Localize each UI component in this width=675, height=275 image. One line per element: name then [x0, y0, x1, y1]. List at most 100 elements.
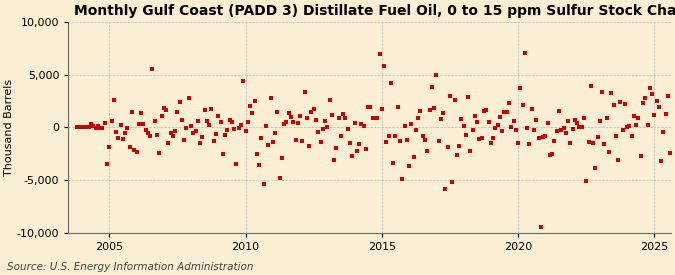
- Point: [424, 108, 435, 112]
- Point: [240, 129, 251, 133]
- Point: [169, 129, 180, 133]
- Point: [263, 142, 273, 147]
- Point: [645, 86, 655, 90]
- Point: [606, 90, 617, 95]
- Point: [372, 116, 383, 120]
- Point: [335, 134, 346, 138]
- Point: [413, 116, 424, 120]
- Point: [542, 121, 553, 125]
- Point: [222, 128, 233, 133]
- Point: [274, 176, 285, 180]
- Point: [324, 98, 335, 102]
- Point: [349, 121, 360, 125]
- Point: [197, 135, 208, 139]
- Point: [102, 161, 113, 166]
- Point: [510, 128, 521, 132]
- Point: [631, 123, 642, 127]
- Text: Source: U.S. Energy Information Administration: Source: U.S. Energy Information Administ…: [7, 262, 253, 272]
- Point: [540, 134, 551, 138]
- Point: [213, 114, 223, 118]
- Point: [626, 134, 637, 138]
- Point: [663, 94, 674, 99]
- Point: [234, 126, 244, 131]
- Point: [504, 100, 514, 105]
- Point: [483, 119, 494, 124]
- Point: [529, 128, 539, 132]
- Point: [624, 124, 634, 129]
- Point: [161, 108, 171, 112]
- Point: [124, 145, 135, 150]
- Point: [665, 151, 675, 156]
- Point: [633, 116, 644, 120]
- Point: [563, 119, 574, 123]
- Point: [270, 131, 281, 136]
- Point: [88, 123, 99, 128]
- Point: [429, 106, 439, 110]
- Point: [106, 119, 117, 123]
- Point: [76, 125, 87, 129]
- Point: [454, 144, 464, 148]
- Point: [347, 154, 358, 158]
- Point: [656, 158, 667, 163]
- Point: [470, 114, 481, 119]
- Point: [329, 158, 340, 162]
- Point: [615, 100, 626, 104]
- Point: [599, 142, 610, 147]
- Point: [449, 98, 460, 102]
- Point: [492, 123, 503, 127]
- Point: [431, 73, 441, 77]
- Point: [104, 144, 115, 149]
- Point: [86, 122, 97, 126]
- Point: [154, 151, 165, 155]
- Point: [422, 149, 433, 153]
- Point: [377, 107, 387, 111]
- Point: [84, 125, 95, 130]
- Point: [362, 104, 373, 109]
- Point: [387, 161, 398, 165]
- Point: [556, 128, 567, 133]
- Point: [574, 125, 585, 129]
- Point: [265, 96, 276, 100]
- Point: [122, 126, 133, 130]
- Point: [209, 138, 219, 143]
- Point: [354, 142, 364, 146]
- Point: [608, 103, 619, 107]
- Point: [442, 145, 453, 149]
- Point: [520, 50, 531, 55]
- Point: [299, 90, 310, 94]
- Point: [247, 111, 258, 115]
- Point: [433, 139, 444, 143]
- Point: [628, 113, 639, 118]
- Point: [660, 112, 671, 116]
- Point: [613, 158, 624, 162]
- Point: [585, 84, 596, 88]
- Point: [499, 109, 510, 114]
- Point: [142, 131, 153, 135]
- Text: Monthly Gulf Coast (PADD 3) Distillate Fuel Oil, 0 to 15 ppm Sulfur Stock Change: Monthly Gulf Coast (PADD 3) Distillate F…: [74, 4, 675, 18]
- Point: [238, 78, 248, 83]
- Point: [588, 141, 599, 145]
- Point: [447, 179, 458, 184]
- Point: [381, 140, 392, 144]
- Point: [452, 152, 462, 157]
- Point: [397, 177, 408, 181]
- Point: [95, 126, 105, 131]
- Point: [649, 113, 659, 117]
- Point: [488, 136, 499, 140]
- Point: [149, 119, 160, 123]
- Point: [508, 119, 519, 123]
- Point: [252, 152, 263, 156]
- Point: [390, 134, 401, 139]
- Point: [647, 92, 657, 96]
- Point: [256, 136, 267, 140]
- Point: [463, 95, 474, 100]
- Point: [395, 139, 406, 143]
- Point: [526, 107, 537, 111]
- Point: [167, 134, 178, 139]
- Point: [465, 148, 476, 153]
- Point: [352, 149, 362, 153]
- Point: [194, 141, 205, 145]
- Point: [358, 124, 369, 128]
- Point: [367, 116, 378, 120]
- Point: [219, 133, 230, 138]
